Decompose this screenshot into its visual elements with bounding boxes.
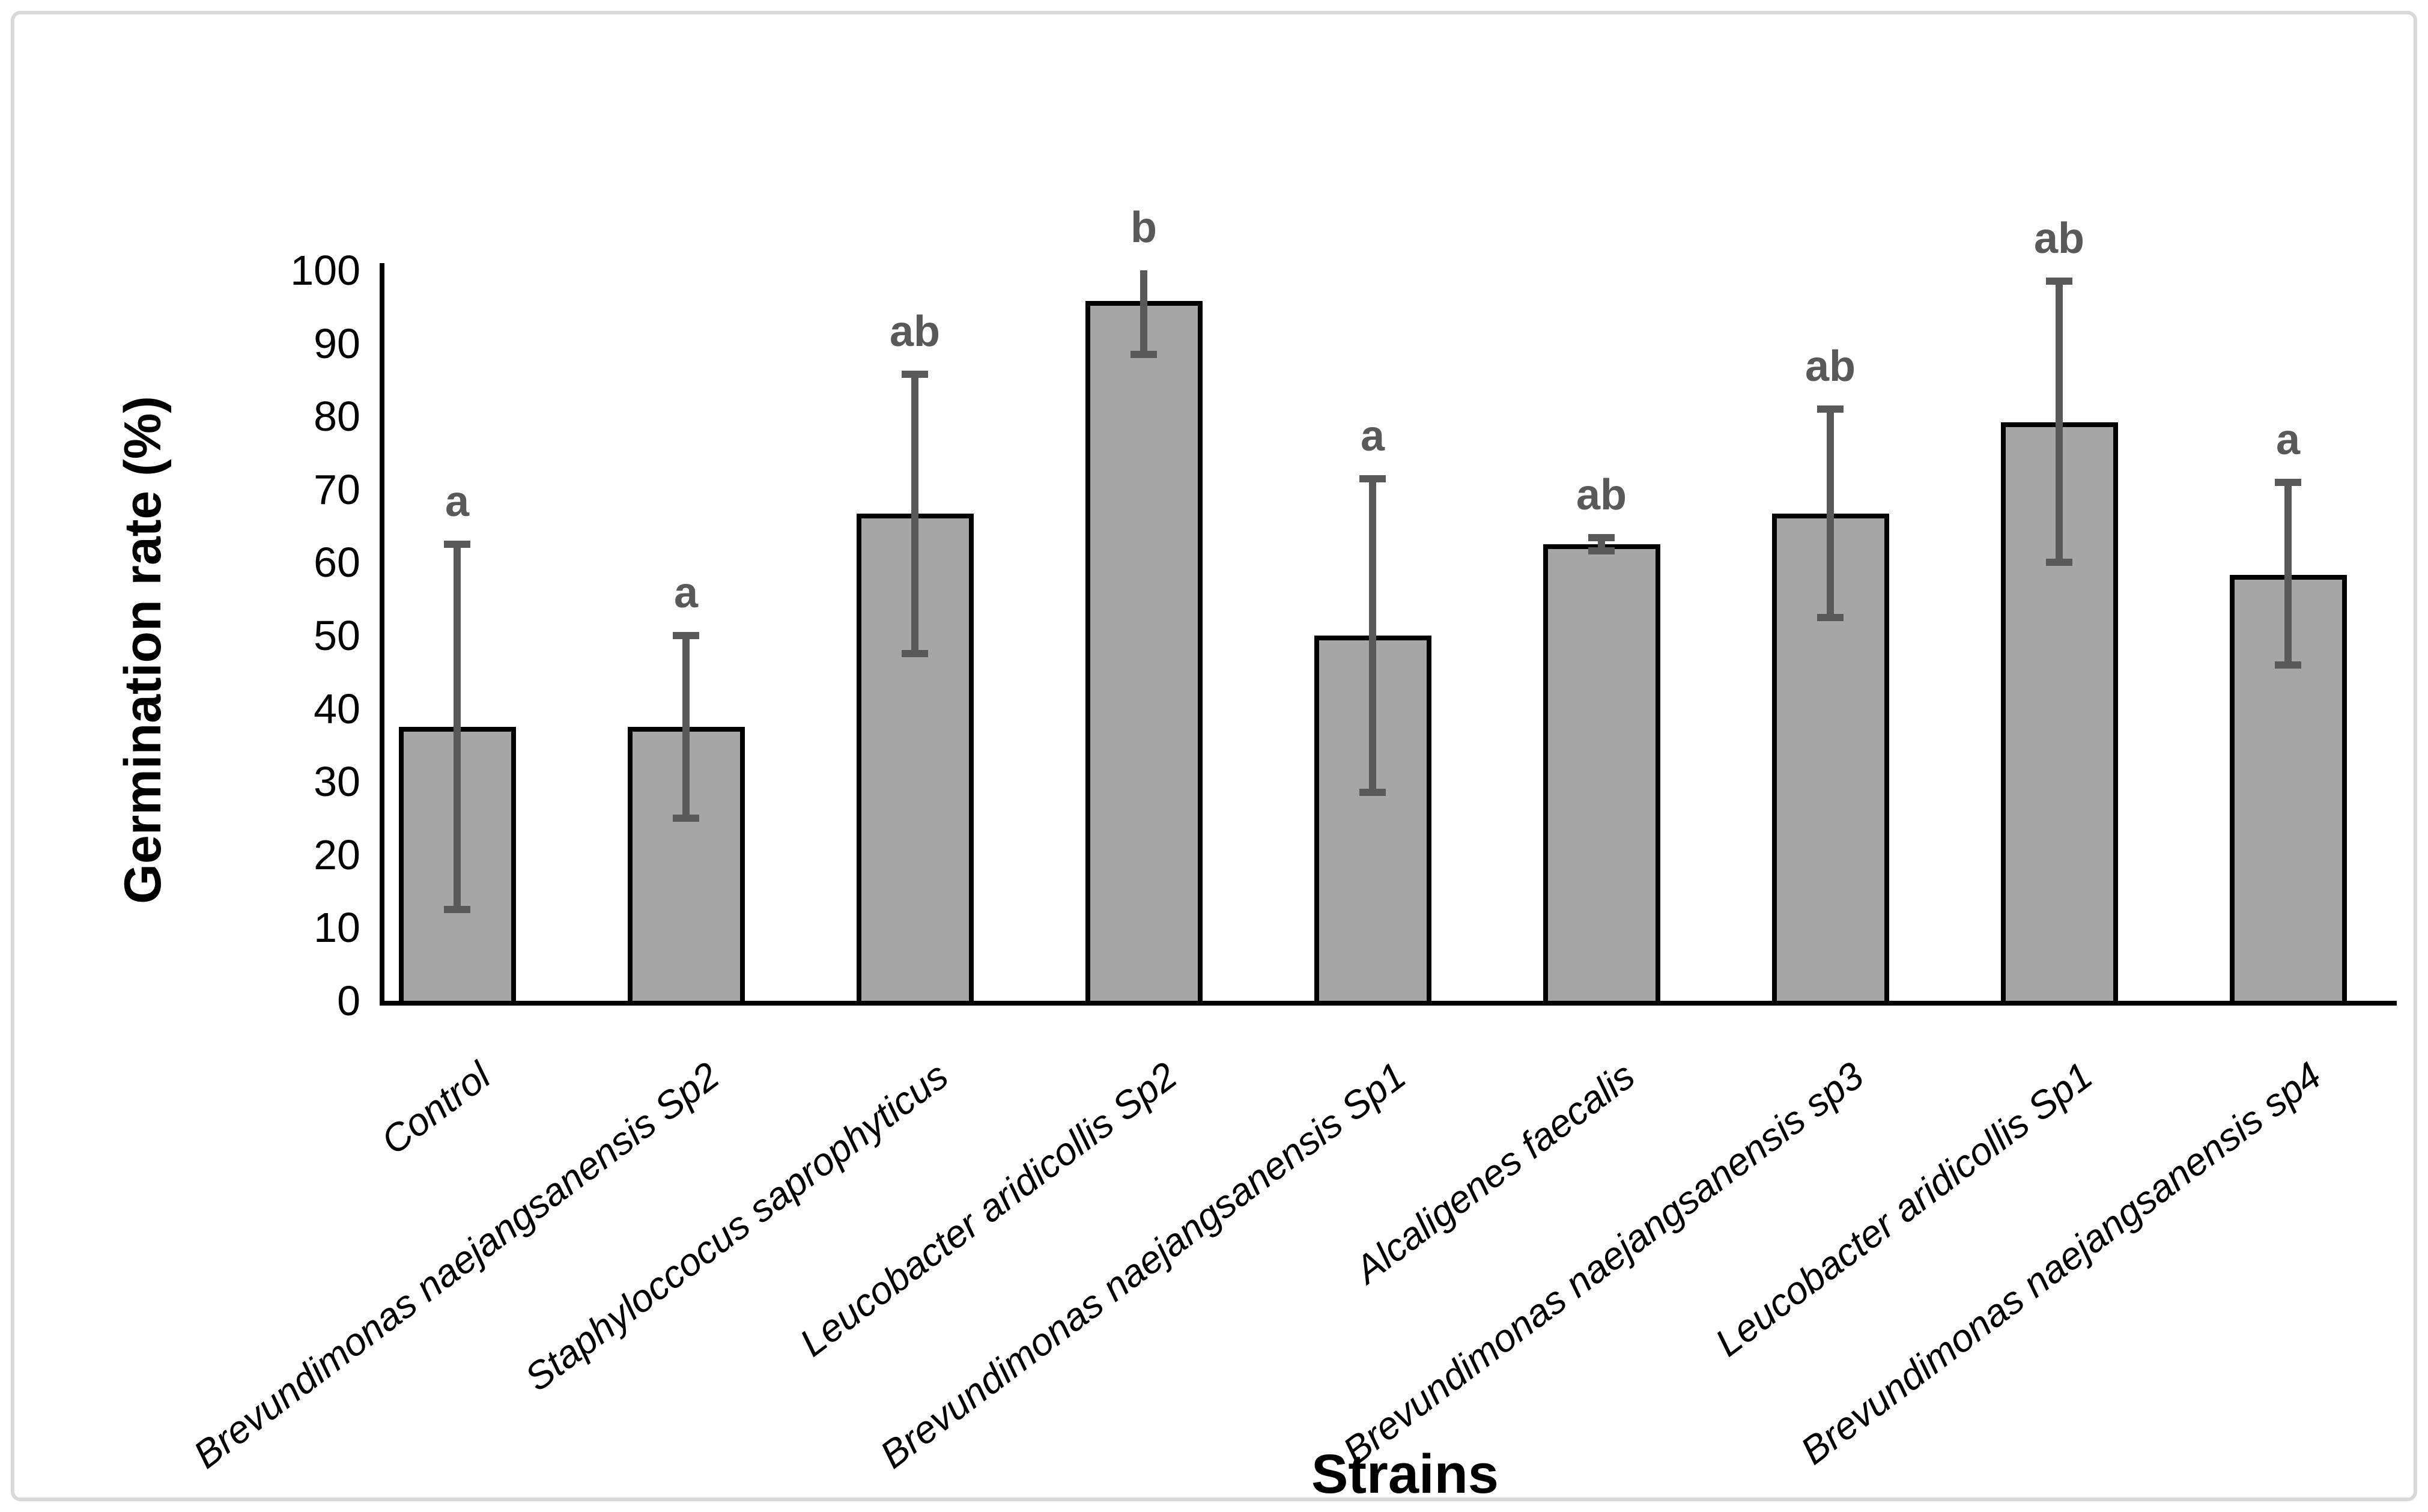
y-axis-line	[380, 263, 384, 1006]
error-bar-bottom-cap	[673, 815, 699, 822]
error-bar-line	[454, 544, 461, 909]
x-category-label: Alcaligenes faecalis	[1347, 1054, 1643, 1292]
error-bar-top-cap	[1588, 534, 1615, 542]
x-category-label: Staphyloccocus saprophyticus	[517, 1054, 956, 1400]
x-axis-title: Strains	[1311, 1444, 1499, 1501]
error-bar-bottom-cap	[1817, 613, 1844, 621]
error-bar-bottom-cap	[1588, 547, 1615, 554]
error-bar-line	[911, 374, 918, 654]
y-tick-label: 40	[314, 685, 360, 732]
error-bar-line	[682, 636, 690, 818]
error-bar-line	[1140, 270, 1147, 354]
x-category-label: Brevundimonas naejangsanensis Sp1	[872, 1054, 1414, 1477]
bar	[1543, 544, 1660, 1001]
y-tick-label: 100	[290, 247, 360, 294]
y-tick-label: 30	[314, 758, 360, 806]
significance-letter: a	[445, 478, 470, 526]
error-bar-line	[2284, 482, 2292, 665]
x-axis-line	[380, 1001, 2397, 1006]
y-tick-label: 10	[314, 904, 360, 952]
error-bar-bottom-cap	[902, 650, 928, 658]
x-category-label: Brevundimonas naejangsanensis sp4	[1792, 1054, 2329, 1473]
significance-letter: b	[1131, 204, 1157, 252]
significance-letter: a	[673, 569, 699, 617]
error-bar-bottom-cap	[2046, 559, 2072, 566]
error-bar-top-cap	[673, 632, 699, 639]
significance-letter: ab	[889, 307, 941, 356]
error-bar-bottom-cap	[1359, 789, 1386, 797]
x-category-label: Brevundimonas naejangsanensis sp3	[1335, 1054, 1872, 1473]
error-bar-top-cap	[902, 370, 928, 378]
plot-area: 0 10 20 30 40 50 60 70 80 90 100 a Control a Brevundim…	[14, 14, 2414, 1498]
y-tick-label: 90	[314, 320, 360, 367]
significance-letter: a	[2275, 415, 2301, 464]
error-bar-line	[2056, 281, 2063, 563]
y-tick-label: 70	[314, 466, 360, 513]
y-tick-label: 50	[314, 612, 360, 659]
error-bar-top-cap	[1359, 475, 1386, 482]
y-tick-label: 0	[337, 977, 360, 1024]
y-axis-title: Germination rate (%)	[114, 396, 172, 904]
bar	[1085, 301, 1203, 1001]
error-bar-top-cap	[444, 541, 470, 548]
x-category-label: Leucobacter aridicollis Sp2	[792, 1054, 1185, 1365]
error-bar-bottom-cap	[1131, 350, 1157, 358]
significance-letter: ab	[1576, 471, 1627, 520]
error-bar-line	[1369, 478, 1376, 793]
y-tick-label: 80	[314, 393, 360, 440]
error-bar-top-cap	[2275, 478, 2301, 486]
y-tick-label: 60	[314, 539, 360, 586]
error-bar-bottom-cap	[2275, 661, 2301, 669]
error-bar-bottom-cap	[444, 906, 470, 913]
x-category-label: Brevundimonas naejangsanensis Sp2	[185, 1054, 727, 1477]
error-bar-top-cap	[2046, 278, 2072, 285]
x-category-label: Leucobacter aridicollis Sp1	[1707, 1054, 2101, 1365]
y-tick-label: 20	[314, 831, 360, 878]
significance-letter: a	[1360, 411, 1385, 460]
significance-letter: ab	[1804, 342, 1856, 391]
error-bar-top-cap	[1817, 405, 1844, 413]
error-bar-line	[1827, 409, 1834, 618]
significance-letter: ab	[2033, 214, 2085, 263]
chart-figure: 0 10 20 30 40 50 60 70 80 90 100 a Control a Brevundim…	[11, 11, 2417, 1501]
